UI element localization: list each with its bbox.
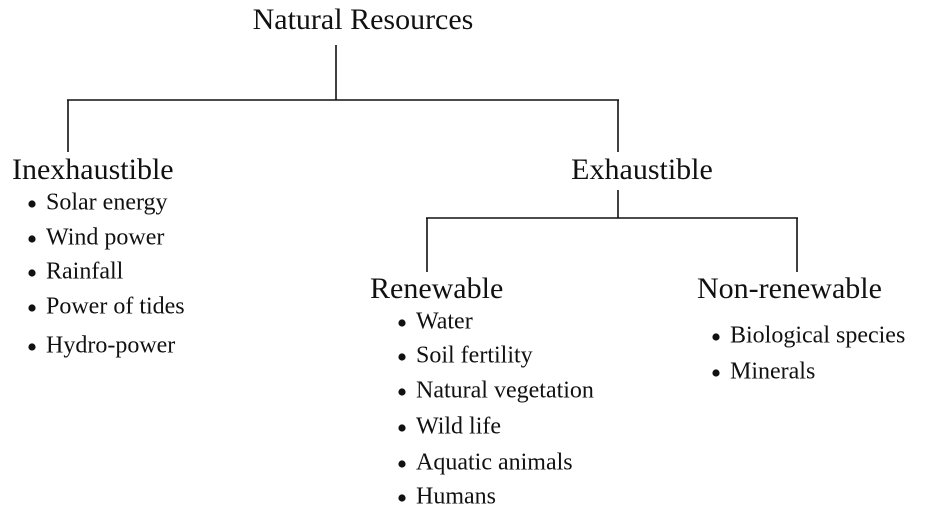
list-item: Aquatic animals — [416, 450, 573, 476]
list-item: Wild life — [416, 414, 501, 440]
bullet — [398, 319, 406, 327]
bullet — [28, 343, 36, 351]
node-label: Exhaustible — [571, 153, 713, 186]
list-item: Solar energy — [46, 190, 168, 216]
bullet — [398, 494, 406, 502]
bullet — [28, 269, 36, 277]
list-item: Soil fertility — [416, 343, 533, 369]
list-item: Rainfall — [46, 259, 124, 285]
list-item: Power of tides — [46, 294, 185, 320]
bullet — [28, 200, 36, 208]
list-item: Natural vegetation — [416, 378, 594, 404]
bullet — [712, 333, 720, 341]
bullet — [712, 369, 720, 377]
node-label: Non-renewable — [697, 272, 882, 305]
list-item: Humans — [416, 484, 496, 510]
node-label: Renewable — [370, 272, 503, 305]
bullet — [398, 424, 406, 432]
list-item: Biological species — [730, 323, 905, 349]
bullet — [28, 235, 36, 243]
list-item: Minerals — [730, 359, 815, 385]
bullet — [398, 388, 406, 396]
root-label: Natural Resources — [253, 3, 474, 36]
bullet — [398, 460, 406, 468]
list-item: Hydro-power — [46, 333, 175, 359]
bullet — [398, 353, 406, 361]
list-item: Water — [416, 309, 473, 335]
bullet — [28, 304, 36, 312]
list-item: Wind power — [46, 225, 164, 251]
node-label: Inexhaustible — [12, 153, 174, 186]
